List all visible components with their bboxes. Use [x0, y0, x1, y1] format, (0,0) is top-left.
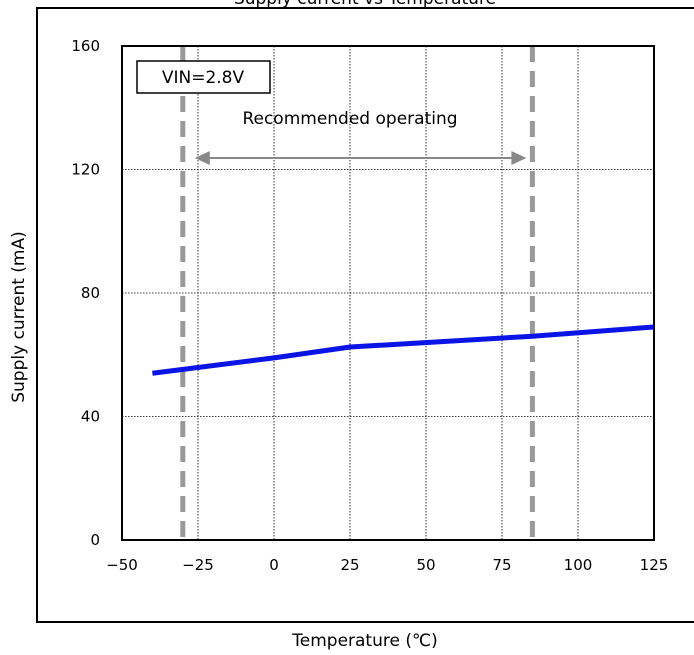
recommended-range-arrow — [194, 151, 527, 165]
x-tick-labels: −50 −25 0 25 50 75 100 125 — [106, 556, 668, 574]
outer-frame — [36, 7, 694, 623]
x-tick-label: 25 — [340, 556, 359, 574]
x-tick-label: 0 — [269, 556, 279, 574]
y-tick-label: 40 — [81, 408, 100, 426]
condition-label: VIN=2.8V — [162, 68, 245, 88]
y-tick-label: 120 — [71, 161, 100, 179]
y-axis-label: Supply current (mA) — [9, 231, 29, 403]
recommended-range-lines — [180, 46, 535, 540]
x-tick-label: −50 — [106, 556, 138, 574]
x-axis-label: Temperature (℃) — [291, 631, 437, 651]
condition-box — [136, 60, 271, 94]
series-group — [152, 324, 655, 376]
x-tick-label: 75 — [492, 556, 511, 574]
y-tick-label: 80 — [81, 284, 100, 302]
recommended-range-label: Recommended operating — [242, 109, 457, 129]
y-tick-label: 160 — [71, 37, 100, 55]
plot-frame — [121, 45, 655, 541]
series-line — [152, 324, 655, 376]
grid — [122, 46, 654, 540]
range-arrowhead-left — [194, 151, 210, 165]
x-tick-label: −25 — [182, 556, 214, 574]
x-tick-label: 100 — [564, 556, 593, 574]
chart-title: Supply current vs Temperature — [234, 0, 496, 9]
x-tick-label: 50 — [416, 556, 435, 574]
range-arrowhead-right — [511, 151, 527, 165]
x-tick-label: 125 — [640, 556, 669, 574]
y-tick-label: 0 — [90, 531, 100, 549]
y-tick-labels: 0 40 80 120 160 — [71, 37, 100, 549]
